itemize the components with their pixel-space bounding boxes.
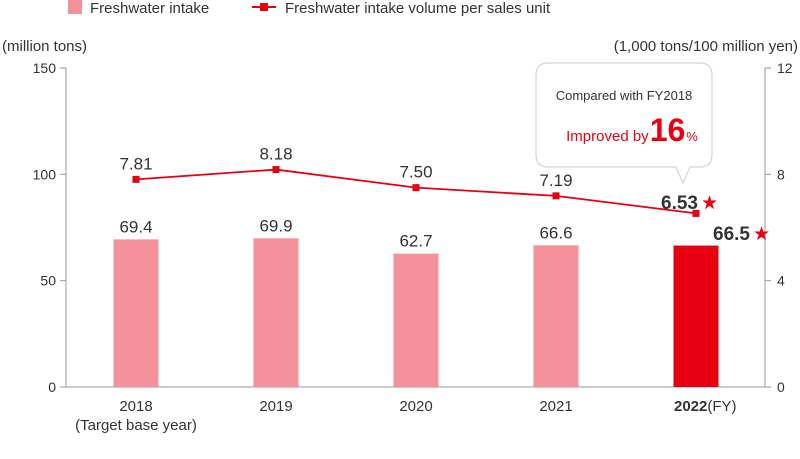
line-label-2021: 7.19 (539, 171, 572, 190)
x-label-2021: 2021 (539, 398, 572, 415)
line-series: 7.81 8.18 7.50 7.19 6.53 ★ (119, 145, 718, 217)
callout-line2: Improved by16% (566, 112, 698, 148)
x-label-2020: 2020 (399, 398, 432, 415)
legend-bar-label: Freshwater intake (90, 0, 209, 17)
right-tick-label: 0 (777, 379, 785, 395)
bar-2018 (113, 239, 159, 387)
right-tick-label: 12 (777, 60, 793, 76)
x-label-2022: 2022(FY) (674, 398, 737, 415)
bar-2022 (673, 245, 719, 387)
bar-label-2020: 62.7 (399, 232, 432, 251)
callout-box (535, 62, 713, 185)
bar-label-2018: 69.4 (119, 217, 152, 236)
bars (113, 238, 719, 387)
x-note-2018: (Target base year) (75, 417, 197, 434)
right-axis-ticks: 0 4 8 12 (765, 60, 793, 395)
callout-value: 16 (650, 112, 686, 148)
callout: Compared with FY2018 Improved by16% (535, 62, 713, 185)
line-marker-2018 (132, 175, 140, 183)
bar-2020 (393, 253, 439, 387)
callout-prefix: Improved by (566, 128, 649, 145)
bar-label-2021: 66.6 (539, 223, 572, 242)
left-axis-label: (million tons) (2, 38, 87, 55)
left-tick-label: 0 (48, 379, 56, 395)
x-label-2018: 2018 (119, 398, 152, 415)
line-label-2022: 6.53 ★ (661, 193, 718, 214)
left-tick-label: 150 (33, 60, 57, 76)
bar-label-2022: 66.5 ★ (713, 224, 770, 245)
line-marker-2020 (412, 184, 420, 192)
left-tick-label: 50 (40, 273, 56, 289)
left-tick-label: 100 (33, 166, 57, 182)
legend-bar-swatch (68, 0, 82, 14)
right-tick-label: 8 (777, 166, 785, 182)
callout-line1: Compared with FY2018 (556, 88, 693, 103)
line-marker-2019 (272, 166, 280, 174)
bar-2021 (533, 245, 579, 387)
bar-2019 (253, 238, 299, 387)
line-marker-2021 (552, 192, 560, 200)
x-label-2019: 2019 (259, 398, 292, 415)
legend: Freshwater intake Freshwater intake volu… (68, 0, 551, 17)
bar-labels: 69.4 69.9 62.7 66.6 66.5 ★ (119, 216, 770, 250)
left-axis-ticks: 0 50 100 150 (33, 60, 66, 395)
line-label-2019: 8.18 (259, 145, 292, 164)
bar-label-2019: 69.9 (259, 216, 292, 235)
right-tick-label: 4 (777, 273, 785, 289)
callout-unit: % (686, 129, 698, 144)
legend-line-label: Freshwater intake volume per sales unit (285, 0, 551, 17)
line-label-2018: 7.81 (119, 154, 152, 173)
x-axis-labels: 2018 (Target base year) 2019 2020 2021 2022(F… (75, 398, 736, 434)
line-marker-2022 (692, 209, 700, 217)
line-label-2020: 7.50 (399, 163, 432, 182)
right-axis-label: (1,000 tons/100 million yen) (614, 38, 798, 55)
legend-line-marker (260, 3, 268, 11)
